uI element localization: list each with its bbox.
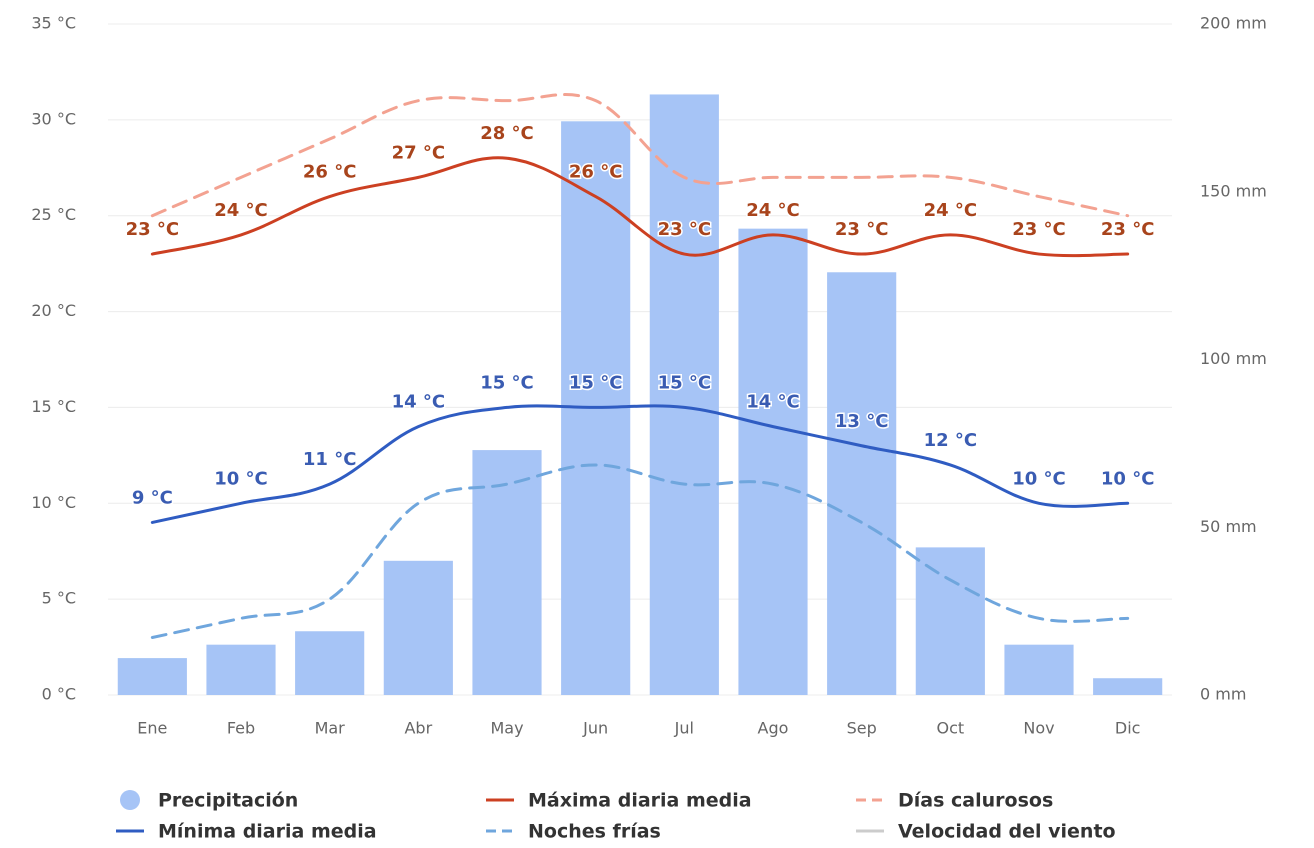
line: [150, 93, 1130, 218]
bar: [472, 450, 542, 695]
legend-label: Velocidad del viento: [898, 821, 1116, 843]
data-label: 23 °C: [126, 219, 180, 240]
y-tick-label: 30 °C: [31, 109, 76, 128]
y-tick-label: 5 °C: [42, 589, 76, 608]
line: [150, 463, 1130, 639]
legend-symbol: [120, 790, 140, 810]
legend-label: Días calurosos: [898, 790, 1053, 812]
legend-item: Días calurosos: [856, 790, 1053, 812]
x-tick-label: Dic: [1115, 719, 1141, 738]
legend-label: Mínima diaria media: [158, 821, 377, 843]
legend-item: Máxima diaria media: [486, 790, 752, 812]
bar: [295, 631, 365, 695]
data-label: 12 °C: [924, 430, 978, 451]
y-tick-label: 0 °C: [42, 685, 76, 704]
bar: [1004, 644, 1074, 695]
y-tick-label: 15 °C: [31, 397, 76, 416]
legend-label: Máxima diaria media: [528, 790, 752, 812]
data-label: 9 °C: [132, 487, 173, 508]
legend-item: Velocidad del viento: [856, 821, 1116, 843]
x-tick-label: Sep: [847, 719, 877, 738]
data-label: 24 °C: [214, 200, 268, 221]
data-label: 10 °C: [214, 468, 268, 489]
line: [150, 404, 1130, 524]
data-label: 10 °C: [1012, 468, 1066, 489]
legend-item: Precipitación: [120, 790, 298, 812]
data-label: 11 °C: [303, 449, 357, 470]
y-tick-label: 35 °C: [31, 14, 76, 33]
y-tick-label: 20 °C: [31, 301, 76, 320]
data-label: 15 °C: [480, 372, 534, 393]
x-tick-label: Mar: [315, 719, 346, 738]
data-label: 24 °C: [746, 200, 800, 221]
x-tick-label: Ago: [758, 719, 789, 738]
x-tick-label: Oct: [936, 719, 964, 738]
data-label: 15 °C: [569, 372, 623, 393]
data-label: 26 °C: [303, 162, 357, 183]
bar: [117, 658, 187, 695]
legend-item: Mínima diaria media: [116, 821, 377, 843]
data-label: 26 °C: [569, 162, 623, 183]
y-tick-label: 10 °C: [31, 493, 76, 512]
data-label: 27 °C: [392, 142, 446, 163]
data-label: 14 °C: [392, 392, 446, 413]
legend-item: Noches frías: [486, 821, 661, 843]
data-label: 23 °C: [658, 219, 712, 240]
data-label: 10 °C: [1101, 468, 1155, 489]
bar: [206, 644, 276, 695]
x-tick-label: Ene: [137, 719, 167, 738]
x-tick-label: Feb: [227, 719, 255, 738]
bar: [1093, 678, 1163, 695]
y2-tick-label: 100 mm: [1200, 349, 1267, 368]
y2-tick-label: 50 mm: [1200, 517, 1257, 536]
y-tick-label: 25 °C: [31, 205, 76, 224]
x-tick-label: May: [490, 719, 523, 738]
bar: [738, 228, 808, 695]
bar: [383, 560, 453, 695]
data-label: 23 °C: [1012, 219, 1066, 240]
x-tick-label: Nov: [1023, 719, 1054, 738]
data-label: 14 °C: [746, 392, 800, 413]
line: [150, 156, 1130, 258]
data-label: 23 °C: [835, 219, 889, 240]
y2-tick-label: 0 mm: [1200, 685, 1246, 704]
bar: [915, 547, 985, 695]
data-label: 23 °C: [1101, 219, 1155, 240]
y2-tick-label: 200 mm: [1200, 14, 1267, 33]
x-tick-label: Jun: [582, 719, 608, 738]
bar: [827, 272, 897, 695]
data-label: 13 °C: [835, 411, 889, 432]
data-label: 15 °C: [658, 372, 712, 393]
data-label: 24 °C: [924, 200, 978, 221]
legend-label: Noches frías: [528, 821, 661, 843]
legend-label: Precipitación: [158, 790, 298, 812]
x-tick-label: Jul: [674, 719, 694, 738]
y2-tick-label: 150 mm: [1200, 181, 1267, 200]
data-label: 28 °C: [480, 123, 534, 144]
bar: [649, 94, 719, 695]
x-tick-label: Abr: [404, 719, 432, 738]
